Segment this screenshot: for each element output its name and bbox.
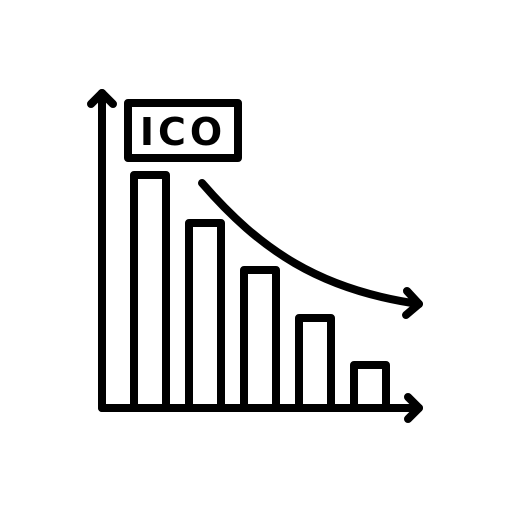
bar-2 [185, 219, 225, 412]
bar-1 [130, 171, 170, 412]
ico-label-text: ICO [140, 110, 226, 154]
downtrend-arrow-icon [198, 179, 423, 319]
bar-3 [240, 266, 280, 412]
bars-group [130, 171, 390, 412]
bar-5 [350, 361, 390, 412]
bar-4 [295, 314, 335, 412]
y-axis-arrow-icon [87, 89, 117, 412]
ico-label-badge: ICO [124, 99, 242, 162]
